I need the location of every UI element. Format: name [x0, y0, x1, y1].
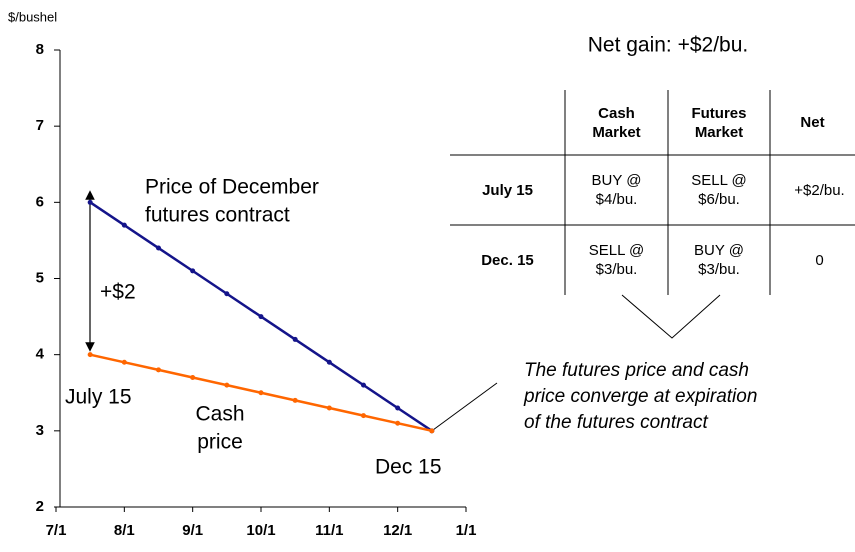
- row-label: July 15: [482, 181, 533, 199]
- cash-label: Cash: [195, 403, 244, 426]
- row-label: Dec. 15: [481, 251, 534, 269]
- point: [326, 359, 332, 365]
- note: price converge at expiration: [523, 386, 757, 407]
- y-tick-label: 2: [36, 498, 44, 515]
- end-label: Dec 15: [375, 456, 442, 479]
- spread-label: +$2: [100, 281, 136, 304]
- y-tick-label: 6: [36, 193, 44, 210]
- point: [224, 291, 230, 297]
- point: [190, 268, 196, 274]
- table-cell: 0: [815, 251, 824, 269]
- point: [258, 390, 264, 396]
- note: The futures price and cash: [524, 360, 749, 381]
- cash-label: price: [197, 431, 243, 454]
- note-pointer: [432, 382, 498, 431]
- y-axis-label: $/bushel: [8, 9, 57, 24]
- y-tick-label: 5: [36, 269, 44, 286]
- note: of the futures contract: [524, 412, 708, 433]
- y-tick-label: 4: [36, 346, 45, 363]
- start-label: July 15: [65, 386, 132, 409]
- point: [156, 245, 161, 251]
- point: [429, 428, 435, 434]
- x-tick-label: 7/1: [46, 522, 67, 539]
- y-tick-label: 3: [36, 422, 44, 439]
- column-header: Net: [800, 114, 825, 131]
- point: [87, 199, 93, 205]
- column-header: Futures Market: [691, 104, 747, 141]
- point: [87, 352, 93, 358]
- x-tick-label: 10/1: [246, 522, 275, 539]
- x-tick-label: 9/1: [182, 522, 203, 539]
- x-tick-label: 12/1: [383, 522, 412, 539]
- point: [156, 367, 161, 373]
- futures-label: Price of December: [145, 176, 319, 199]
- point: [326, 405, 332, 411]
- point: [190, 375, 196, 381]
- table-lines: [450, 90, 855, 339]
- point: [361, 382, 366, 388]
- point: [224, 382, 230, 388]
- table-cell: SELL @ $6/bu.: [691, 172, 747, 208]
- net-gain: Net gain: +$2/bu.: [588, 34, 749, 57]
- point: [121, 222, 127, 228]
- table-cell: BUY @ $3/bu.: [694, 242, 744, 278]
- x-tick-label: 8/1: [114, 522, 135, 539]
- table-cell: SELL @ $3/bu.: [588, 242, 645, 278]
- point: [395, 405, 401, 411]
- x-tick-label: 1/1: [456, 522, 477, 539]
- point: [121, 359, 127, 365]
- table-cell: BUY @ $4/bu.: [591, 172, 642, 208]
- point: [395, 420, 401, 426]
- point: [292, 397, 298, 403]
- table-cell: +$2/bu.: [794, 181, 845, 199]
- y-tick-label: 7: [36, 117, 44, 134]
- y-tick-label: 8: [36, 41, 44, 58]
- point: [258, 314, 264, 320]
- column-header: Cash Market: [592, 104, 641, 141]
- point: [292, 336, 298, 342]
- x-tick-label: 11/1: [315, 522, 343, 539]
- futures-label: futures contract: [145, 204, 290, 227]
- point: [361, 413, 366, 419]
